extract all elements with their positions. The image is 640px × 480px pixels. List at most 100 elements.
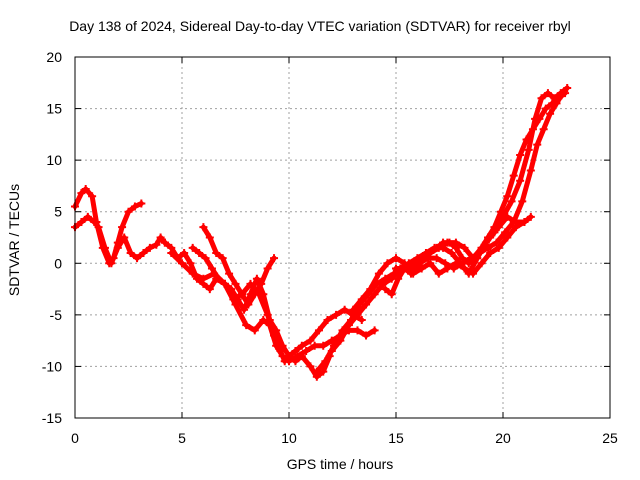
data-point [100,243,109,252]
series-line [350,214,534,313]
y-tick-label: -5 [50,307,63,323]
data-point [199,223,208,232]
data-point [496,207,505,216]
data-point [394,274,403,283]
data-point [541,104,550,113]
data-point [265,316,274,325]
data-point [214,274,223,283]
data-point [563,83,572,92]
data-point [285,352,293,361]
data-point [417,264,426,273]
data-point [336,336,345,345]
data-point [233,295,242,304]
series-track-10 [392,212,529,273]
data-point [417,254,426,263]
data-point [314,326,323,335]
data-point [188,243,197,252]
y-tick-label: -10 [42,358,62,374]
data-point [88,192,97,201]
series-track-6 [199,223,279,309]
data-point [113,243,122,252]
x-tick-label: 25 [602,430,618,446]
y-tick-label: 10 [46,152,62,168]
series-track-5 [188,243,334,381]
data-point [486,233,495,242]
series-track-11 [349,212,535,314]
data-point [477,243,486,252]
data-point [460,243,469,252]
data-point [548,99,557,108]
data-point [383,259,392,268]
data-point [501,228,510,237]
data-point [447,248,456,257]
data-point [492,238,501,247]
data-point [451,259,460,268]
data-point [554,94,563,103]
data-point [278,341,287,350]
data-point [518,197,527,206]
data-point [426,259,435,268]
data-point [237,290,246,299]
data-point [503,192,512,201]
data-point [379,279,388,288]
data-point [167,248,176,257]
data-point [257,279,266,288]
data-point [539,125,548,134]
data-point [321,357,330,366]
data-point [272,326,281,335]
data-point [477,259,486,268]
data-point [561,89,570,98]
data-point [353,310,362,319]
data-point [535,114,544,123]
data-point [218,254,227,263]
data-point [312,367,321,376]
data-point [220,279,229,288]
data-point [77,218,86,227]
data-point [81,185,90,194]
data-point [370,290,379,299]
chart-title: Day 138 of 2024, Sidereal Day-to-day VTE… [69,18,571,34]
data-point [240,305,249,314]
data-point [503,233,512,242]
data-point [319,341,328,350]
data-point [120,233,129,242]
data-point [443,264,452,273]
data-point [469,269,478,278]
x-tick-label: 20 [495,430,511,446]
data-point [524,145,533,154]
x-tick-label: 15 [388,430,404,446]
y-axis-label: SDTVAR / TECUs [6,183,22,297]
data-point [469,254,478,263]
data-point [297,341,306,350]
data-point [124,207,133,216]
data-point [250,290,259,299]
data-point [270,254,279,263]
data-point [357,316,366,325]
data-point [392,264,400,273]
data-point [145,243,154,252]
data-point [443,238,452,247]
series-line [393,214,527,271]
data-point [392,254,400,263]
data-point [83,212,92,221]
data-point [353,326,362,335]
data-point [139,248,148,257]
data-point [526,166,535,175]
data-point [263,264,272,273]
data-point [434,243,443,252]
data-point [207,264,216,273]
data-point [205,285,214,294]
data-point [332,310,341,319]
y-tick-label: -15 [42,410,62,426]
series-layer [71,83,572,381]
data-point [156,233,165,242]
data-point [259,290,268,299]
plot-area-frame [74,56,611,419]
series-track-4 [167,248,379,366]
data-point [199,274,208,283]
data-point [537,94,546,103]
data-point [133,254,142,263]
data-point [464,259,473,268]
data-point [252,274,261,283]
data-point [340,305,349,314]
